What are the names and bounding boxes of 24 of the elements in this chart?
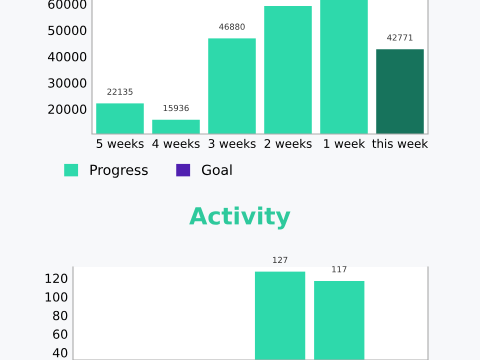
- data-label: 117: [332, 266, 346, 272]
- legend-label: Progress: [90, 164, 148, 178]
- y-tick-label: 30000: [48, 78, 86, 88]
- y-tick-label: 20000: [48, 104, 86, 114]
- data-label: 127: [273, 256, 288, 263]
- y-tick-label: 100: [46, 292, 68, 302]
- data-label: 15936: [164, 104, 189, 112]
- y-tick-label: 40: [52, 348, 68, 358]
- y-tick-label: 60: [53, 329, 68, 339]
- data-label: 46880: [219, 24, 245, 30]
- x-tick-label: this week: [372, 138, 428, 148]
- data-label: 42771: [387, 34, 412, 41]
- x-tick-label: 5 weeks: [96, 138, 144, 148]
- y-tick-label: 50000: [48, 26, 86, 36]
- x-tick-label: 2 weeks: [264, 138, 312, 148]
- x-tick-label: 3 weeks: [208, 138, 256, 148]
- chart-title: Activity: [189, 206, 290, 230]
- y-tick-label: 80: [53, 310, 68, 320]
- x-tick-label: 4 weeks: [152, 138, 200, 148]
- x-tick-label: 1 week: [324, 138, 366, 148]
- y-tick-label: 40000: [48, 52, 86, 62]
- legend-label: Goal: [202, 164, 232, 176]
- y-tick-label: 120: [46, 274, 68, 284]
- data-label: 22135: [107, 88, 133, 95]
